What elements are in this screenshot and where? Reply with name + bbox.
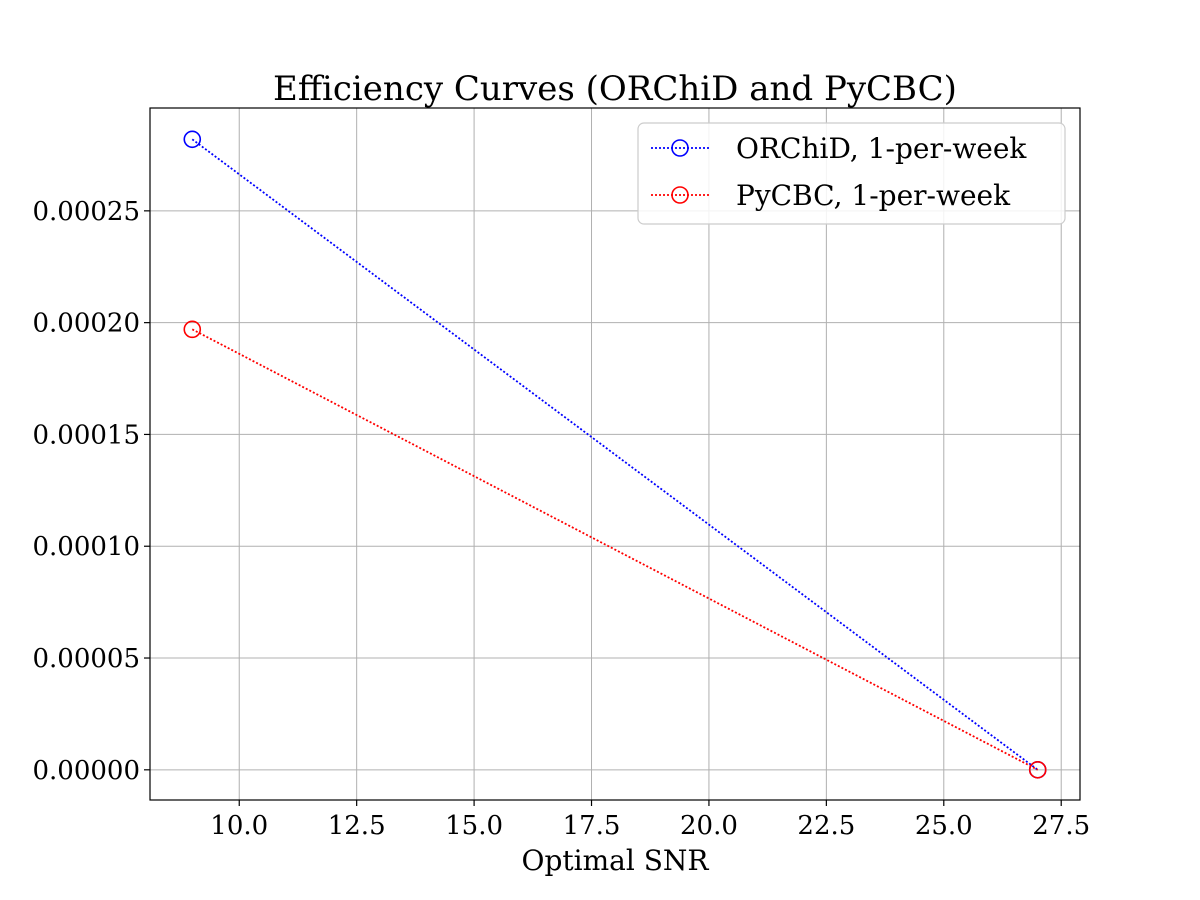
legend-box	[637, 122, 1066, 225]
x-tick-label: 17.5	[563, 811, 621, 841]
x-tick-label: 10.0	[210, 811, 268, 841]
y-tick-label: 0.00015	[32, 420, 140, 450]
legend-label-1: PyCBC, 1-per-week	[736, 179, 1011, 212]
y-tick-label: 0.00000	[32, 756, 140, 786]
chart-title: Efficiency Curves (ORChiD and PyCBC)	[273, 69, 957, 109]
series-layer	[183, 130, 1047, 779]
y-tick-label: 0.00025	[32, 197, 140, 227]
series-point-1	[183, 320, 202, 339]
y-tick-label: 0.00020	[32, 309, 140, 339]
series-point-1	[1028, 761, 1047, 779]
series-line-0	[191, 138, 1039, 771]
x-tick-label: 22.5	[797, 811, 855, 841]
x-tick-label: 25.0	[915, 811, 973, 841]
x-tick-label: 27.5	[1032, 811, 1090, 841]
series-line-1	[191, 328, 1039, 771]
x-axis-label: Optimal SNR	[522, 844, 710, 877]
legend-marker-1	[671, 186, 689, 204]
x-tick-label: 20.0	[680, 811, 738, 841]
legend-marker-0	[671, 139, 689, 157]
x-tick-label: 15.0	[445, 811, 503, 841]
plot-frame	[149, 107, 1081, 801]
legend: ORChiD, 1-per-week PyCBC, 1-per-week	[637, 122, 1066, 225]
x-axis: 10.0 12.5 15.0 17.5 20.0 22.5 25.0 27.5	[210, 800, 1090, 841]
legend-label-0: ORChiD, 1-per-week	[736, 132, 1027, 165]
x-tick-label: 12.5	[328, 811, 386, 841]
series-point-0	[183, 130, 202, 149]
y-tick-label: 0.00005	[32, 644, 140, 674]
y-tick-label: 0.00010	[32, 532, 140, 562]
y-axis: 0.00000 0.00005 0.00010 0.00015 0.00020 0.000…	[32, 197, 150, 786]
